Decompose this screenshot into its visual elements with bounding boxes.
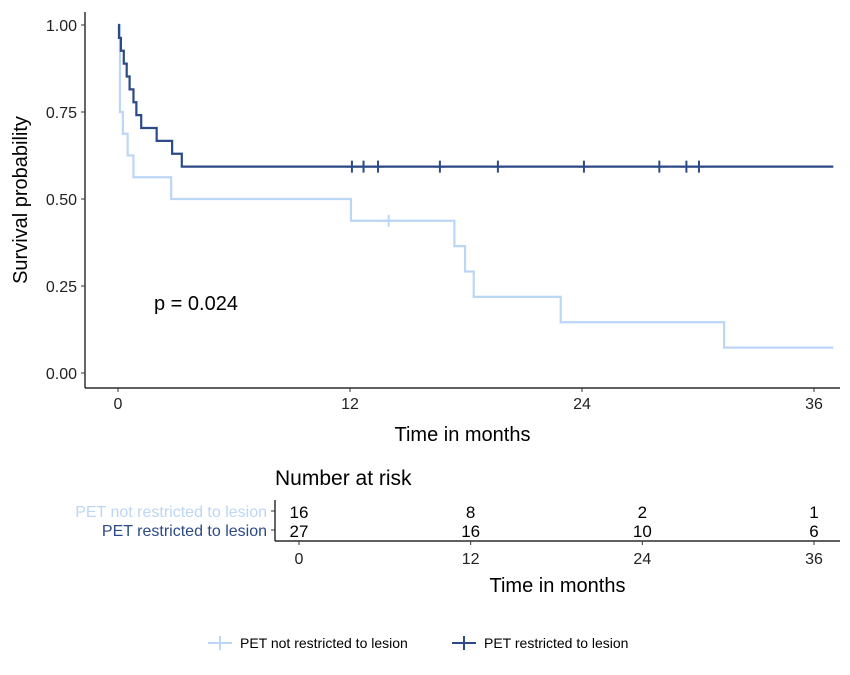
risk-x-tick-label: 12 (462, 551, 480, 568)
risk-x-axis-title: Time in months (490, 575, 626, 597)
y-tick-label: 0.50 (46, 192, 77, 209)
censor-mark (372, 160, 385, 173)
p-value-annotation: p = 0.024 (154, 293, 238, 315)
survival-curve-2 (117, 23, 834, 168)
x-tick-label: 12 (341, 396, 359, 413)
censor-mark (491, 160, 504, 173)
x-tick-label: 36 (805, 396, 823, 413)
censor-mark (692, 160, 705, 173)
legend-key-1 (208, 636, 232, 650)
risk-count: 10 (633, 522, 652, 541)
censor-mark (577, 160, 590, 173)
censor-mark (680, 160, 693, 173)
legend: PET not restricted to lesion PET restrict… (208, 635, 628, 651)
y-tick-label: 0.00 (46, 366, 77, 383)
risk-x-tick-label: 24 (633, 551, 651, 568)
risk-count: 16 (461, 522, 480, 541)
legend-key-2 (452, 636, 476, 650)
censor-mark (345, 160, 358, 173)
censor-mark (382, 214, 395, 227)
risk-table-title: Number at risk (275, 467, 412, 490)
risk-x-tick-label: 0 (295, 551, 304, 568)
risk-count: 2 (638, 503, 647, 522)
y-tick-label: 0.25 (46, 279, 77, 296)
censor-mark (357, 160, 370, 173)
legend-label-1: PET not restricted to lesion (240, 635, 408, 651)
survival-plot-panel: 0.00 0.25 0.50 0.75 1.00 0 12 24 36 Time in month… (10, 12, 840, 446)
y-axis-title: Survival probability (10, 116, 32, 284)
risk-count: 16 (290, 503, 309, 522)
risk-row-label: PET not restricted to lesion (75, 504, 267, 521)
y-tick-label: 0.75 (46, 105, 77, 122)
x-axis-title: Time in months (395, 424, 531, 446)
risk-count: 1 (809, 503, 818, 522)
legend-label-2: PET restricted to lesion (484, 635, 628, 651)
censor-mark (433, 160, 446, 173)
y-tick-label: 1.00 (46, 18, 77, 35)
risk-count: 27 (290, 522, 309, 541)
risk-table: Number at risk PET not restricted to lesi… (75, 467, 840, 597)
survival-curve-1 (118, 23, 834, 349)
risk-count: 8 (466, 503, 475, 522)
x-tick-label: 0 (114, 396, 123, 413)
censor-mark (653, 160, 666, 173)
risk-row-label: PET restricted to lesion (102, 523, 267, 540)
risk-count: 6 (809, 522, 818, 541)
risk-x-tick-label: 36 (805, 551, 823, 568)
x-tick-label: 24 (573, 396, 591, 413)
